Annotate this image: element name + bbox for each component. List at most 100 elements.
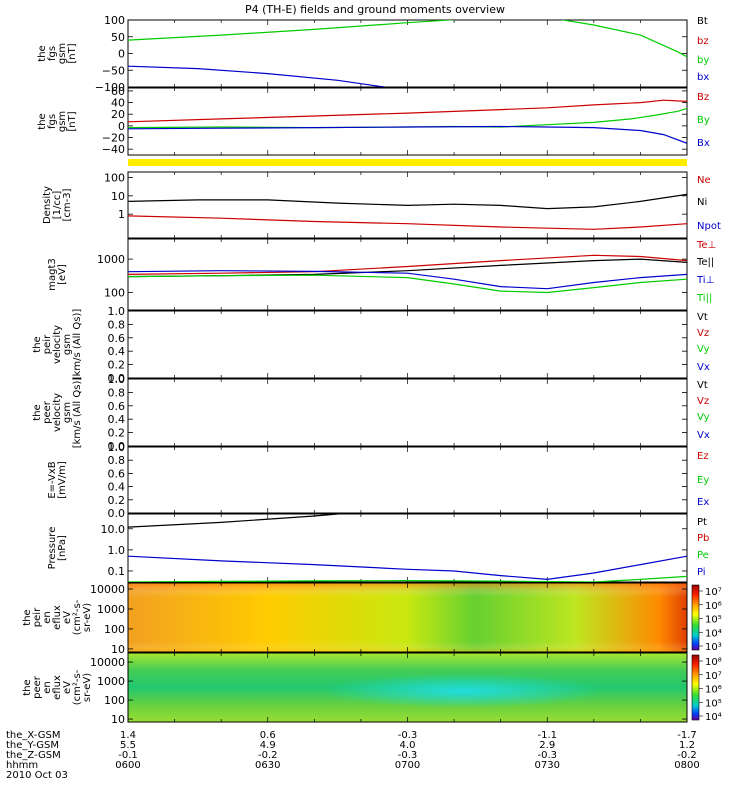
y-axis-label: peer: [32, 675, 43, 699]
colorbar-label: 10⁵: [705, 615, 722, 626]
row-value: -1.7: [677, 730, 697, 741]
y-tick-label: 1.0: [108, 305, 126, 318]
row-value: 4.9: [260, 740, 276, 751]
legend-entry: Te⊥: [696, 240, 716, 251]
series-line-Ne: [128, 215, 687, 230]
legend-entry: Vx: [697, 430, 710, 441]
panel-10: 10⁸ 10⁷ 10⁶ 10⁵ 10⁴ 10000 1000 100 10 the peer en ef…: [22, 652, 722, 726]
y-tick-label: 10: [111, 190, 125, 203]
colorbar-label: 10⁵: [705, 698, 722, 709]
y-tick-label: 40: [111, 97, 125, 110]
spectrogram-shading: [128, 653, 687, 722]
y-tick-label: 1000: [97, 253, 125, 266]
y-axis-label: [nPa]: [57, 535, 68, 561]
y-axis-label: [eV]: [57, 264, 68, 285]
legend-entry: By: [697, 115, 710, 126]
y-tick-label: 10.0: [101, 523, 126, 536]
series-line-by: [561, 20, 687, 58]
y-tick-label: 100: [104, 14, 125, 27]
colorbar: 10⁸ 10⁷ 10⁶ 10⁵ 10⁴: [691, 654, 722, 723]
y-axis-label: velocity: [52, 325, 63, 364]
y-tick-label: 1.0: [108, 373, 126, 386]
row-value: 2.9: [539, 740, 555, 751]
y-axis-label: E=-VxB: [47, 461, 58, 498]
y-tick-label: 60: [111, 85, 125, 98]
y-tick-label: 0: [118, 48, 125, 61]
y-axis-label: gsm: [62, 334, 73, 355]
panel-frame: [127, 446, 688, 514]
legend-entry: Ne: [697, 175, 711, 186]
chart-title: P4 (TH-E) fields and ground moments over…: [245, 3, 505, 16]
y-tick-label: 0.0: [108, 440, 126, 453]
legend-entry: Ni: [697, 197, 707, 208]
y-tick-label: −40: [102, 143, 125, 156]
row-value: -0.2: [258, 750, 278, 761]
y-axis-label: the: [32, 336, 43, 352]
legend-entry: Bt: [697, 16, 708, 27]
row-label: the_Z-GSM: [6, 750, 61, 761]
legend-entry: Pt: [697, 517, 707, 528]
y-axis-label: eV: [62, 681, 73, 694]
legend-entry: Vz: [697, 396, 709, 407]
panel-4: 1000 100 magt3 [eV] Te⊥ Te|| Ti⊥ Ti||: [47, 238, 716, 311]
y-axis-label: [km/s (All Qs)]: [72, 309, 83, 381]
row-value: 5.5: [120, 740, 136, 751]
y-tick-label: −20: [102, 132, 125, 145]
y-tick-label: 10: [111, 643, 125, 656]
legend-entry: Ez: [697, 451, 709, 462]
series-line-By: [128, 107, 687, 129]
y-tick-label: 0.4: [108, 345, 126, 358]
panel-frame: [127, 19, 688, 88]
y-tick-label: 0.2: [108, 494, 126, 507]
series-line-bx: [128, 65, 385, 87]
y-axis-label: [mV/m]: [57, 461, 68, 499]
legend-entry: Ex: [697, 497, 709, 508]
y-axis-label: (cm²-s-: [72, 599, 83, 635]
series-line-Te||: [128, 258, 687, 278]
y-tick-label: −100: [95, 81, 125, 94]
y-axis-label: gsm: [57, 43, 68, 64]
y-axis-label: Pressure: [47, 527, 58, 570]
y-tick-label: 0.8: [108, 386, 126, 399]
y-axis-label: peir: [32, 607, 43, 627]
legend-entry: Bz: [697, 92, 709, 103]
panel-9: 10⁷ 10⁶ 10⁵ 10⁴ 10³ 10000 1000 100 10 the peir en ef…: [22, 582, 722, 656]
row-value: -1.1: [537, 730, 557, 741]
y-axis-label: the: [22, 609, 33, 625]
y-tick-label: 0: [118, 120, 125, 133]
colorbar-label: 10⁶: [705, 601, 722, 612]
y-tick-label: 0.8: [108, 454, 126, 467]
y-tick-label: 1.0: [108, 544, 126, 557]
y-tick-label: 0.6: [108, 332, 126, 345]
colorbar-label: 10⁴: [705, 712, 722, 723]
y-tick-label: 0.4: [108, 413, 126, 426]
series-line-Pt: [128, 514, 338, 528]
y-axis-label: Density: [42, 186, 53, 224]
y-tick-label: 100: [104, 623, 125, 636]
y-axis-label: fgs: [47, 114, 58, 129]
y-axis-label: peer: [42, 400, 53, 424]
y-axis-label: the: [32, 404, 43, 420]
row-label: the_Y-GSM: [6, 740, 59, 751]
y-axis-label: eflux: [52, 605, 63, 630]
y-axis-label: fgs: [47, 46, 58, 61]
y-axis-label: the: [37, 113, 48, 129]
y-axis-label: eflux: [52, 675, 63, 700]
y-axis-label: eV: [62, 611, 73, 624]
y-axis-label: [cm-3]: [62, 188, 73, 221]
y-axis-label: the: [22, 679, 33, 695]
series-line-Pi: [128, 555, 687, 581]
row-value: -0.3: [398, 730, 418, 741]
panel-8: 10.0 1.0 0.1 Pressure [nPa] Pt Pb Pe Pi: [47, 513, 709, 583]
legend-entry: Te||: [696, 257, 714, 268]
y-tick-label: 0.6: [108, 467, 126, 480]
y-axis-label: sr-eV): [82, 673, 93, 702]
time-axis-rows: the_X-GSM 1.4 0.6 -0.3 -1.1 -1.7 the_Y-GSM 5.5 4…: [6, 730, 700, 781]
panel-frame: [127, 238, 688, 311]
y-tick-label: 0.4: [108, 481, 126, 494]
y-axis-label: gsm: [62, 402, 73, 423]
